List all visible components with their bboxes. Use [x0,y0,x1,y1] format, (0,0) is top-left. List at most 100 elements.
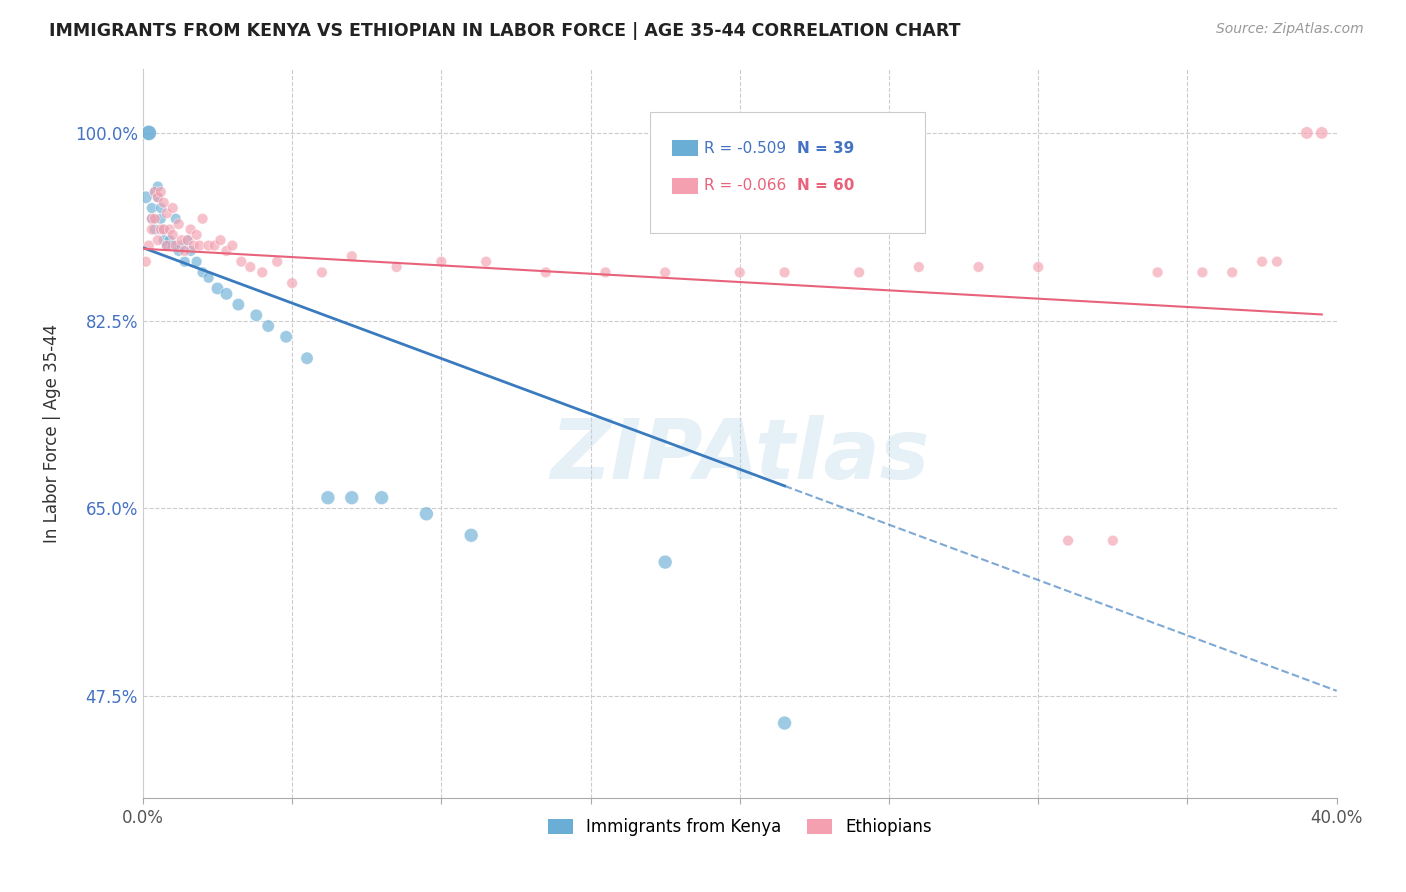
Text: ZIPAtlas: ZIPAtlas [550,415,929,496]
Point [1191,265,1213,279]
Point [146,179,169,194]
Text: N = 60: N = 60 [797,178,855,194]
Point [156,206,179,220]
Point [207,281,229,295]
Point [138,126,160,140]
Point [266,254,288,268]
Point [173,244,195,258]
FancyBboxPatch shape [672,178,697,194]
Point [773,265,796,279]
Point [221,238,243,252]
Point [311,265,333,279]
Text: N = 39: N = 39 [797,141,855,155]
Point [135,190,157,204]
Point [167,217,190,231]
Point [316,491,339,505]
Point [209,233,232,247]
Point [475,254,498,268]
Point [143,211,166,226]
Point [143,185,166,199]
Point [165,238,187,252]
Point [152,222,174,236]
Point [170,238,193,252]
Point [460,528,482,542]
Point [143,222,166,236]
Point [197,270,219,285]
Point [257,319,280,334]
Point [149,222,172,236]
Point [276,330,298,344]
Point [370,491,392,505]
Text: Source: ZipAtlas.com: Source: ZipAtlas.com [1216,22,1364,37]
Point [281,276,304,290]
Point [228,297,250,311]
Y-axis label: In Labor Force | Age 35-44: In Labor Force | Age 35-44 [44,324,60,543]
Point [186,227,208,242]
Point [143,185,166,199]
Point [176,233,198,247]
Point [252,265,274,279]
Point [149,201,172,215]
Point [197,238,219,252]
FancyBboxPatch shape [672,140,697,156]
Point [188,238,211,252]
Point [385,260,408,274]
Point [215,244,238,258]
Point [152,195,174,210]
Point [908,260,931,274]
Point [135,254,157,268]
Point [1102,533,1125,548]
Point [430,254,453,268]
Point [415,507,437,521]
Point [146,233,169,247]
Point [162,227,184,242]
Point [191,211,214,226]
Point [138,126,160,140]
Point [180,222,202,236]
Point [156,238,179,252]
Point [180,244,202,258]
Point [340,249,363,263]
Point [967,260,990,274]
Text: R = -0.066: R = -0.066 [704,178,786,194]
Point [165,211,187,226]
Point [176,233,198,247]
Point [186,254,208,268]
Point [1310,126,1333,140]
Point [848,265,870,279]
Point [162,238,184,252]
Point [534,265,557,279]
Point [239,260,262,274]
Point [167,244,190,258]
FancyBboxPatch shape [650,112,925,233]
Point [204,238,226,252]
Point [654,265,676,279]
Point [146,190,169,204]
Point [146,190,169,204]
Point [728,265,751,279]
Point [162,201,184,215]
Point [141,222,163,236]
Point [1295,126,1317,140]
Point [654,555,676,569]
Point [1146,265,1168,279]
Point [231,254,253,268]
Point [159,233,181,247]
Legend: Immigrants from Kenya, Ethiopians: Immigrants from Kenya, Ethiopians [540,810,939,845]
Point [173,254,195,268]
Point [340,491,363,505]
Point [1265,254,1288,268]
Point [152,233,174,247]
Point [1026,260,1049,274]
Point [138,238,160,252]
Point [141,211,163,226]
Point [1251,254,1274,268]
Point [245,308,267,322]
Point [141,211,163,226]
Point [191,265,214,279]
Point [152,222,174,236]
Point [295,351,318,366]
Text: IMMIGRANTS FROM KENYA VS ETHIOPIAN IN LABOR FORCE | AGE 35-44 CORRELATION CHART: IMMIGRANTS FROM KENYA VS ETHIOPIAN IN LA… [49,22,960,40]
Point [1220,265,1243,279]
Point [149,211,172,226]
